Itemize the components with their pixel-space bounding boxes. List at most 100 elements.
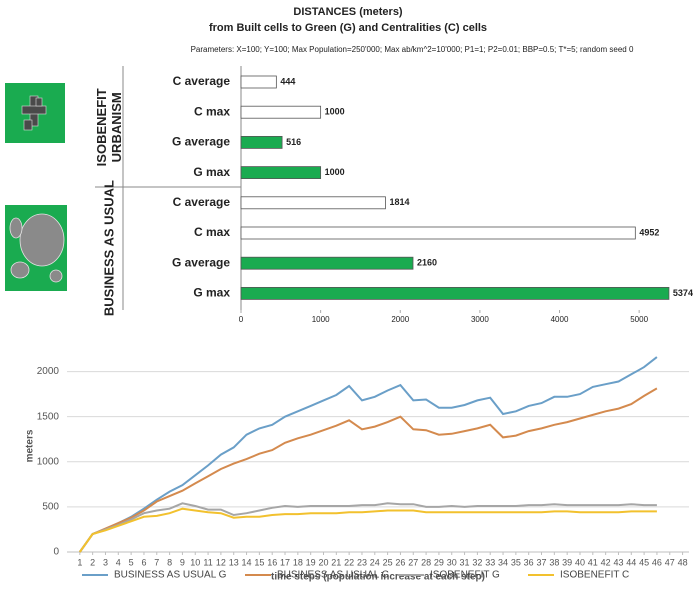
x-tick-label: 3 <box>103 557 108 567</box>
x-tick-label: 5000 <box>630 315 648 324</box>
x-tick-label: 25 <box>383 557 393 567</box>
x-tick-label: 20 <box>318 557 328 567</box>
x-tick-label: 11 <box>203 557 212 567</box>
x-tick-label: 45 <box>639 557 649 567</box>
x-tick-label: 26 <box>395 557 405 567</box>
value-label: 516 <box>286 137 301 147</box>
x-tick-label: 39 <box>562 557 572 567</box>
bar <box>240 256 414 270</box>
x-tick-label: 35 <box>511 557 521 567</box>
y-axis-label: meters <box>25 429 36 462</box>
x-tick-label: 9 <box>180 557 185 567</box>
x-tick-label: 21 <box>331 557 341 567</box>
x-tick-label: 4000 <box>551 315 569 324</box>
x-tick-label: 30 <box>447 557 457 567</box>
x-tick-label: 29 <box>434 557 444 567</box>
category-label: G max <box>193 165 230 179</box>
legend-label: BUSINESS AS USUAL C <box>277 570 389 581</box>
category-label: C max <box>194 104 230 118</box>
x-tick-label: 4 <box>116 557 121 567</box>
category-label: C max <box>194 225 230 239</box>
x-tick-label: 2 <box>90 557 95 567</box>
x-tick-label: 1 <box>77 557 82 567</box>
legend-label: BUSINESS AS USUAL G <box>114 570 227 581</box>
x-tick-label: 2000 <box>391 315 409 324</box>
category-label: G max <box>193 286 230 300</box>
series-line <box>78 507 657 553</box>
x-tick-label: 13 <box>229 557 239 567</box>
x-tick-label: 1000 <box>312 315 330 324</box>
x-tick-label: 43 <box>613 557 623 567</box>
bar <box>240 75 277 89</box>
x-tick-label: 37 <box>537 557 547 567</box>
x-tick-label: 46 <box>652 557 662 567</box>
x-tick-label: 27 <box>408 557 418 567</box>
category-label: G average <box>172 135 230 149</box>
x-tick-label: 38 <box>549 557 559 567</box>
x-tick-label: 8 <box>167 557 172 567</box>
value-label: 4952 <box>639 227 659 237</box>
x-tick-label: 16 <box>267 557 277 567</box>
x-tick-label: 34 <box>498 557 508 567</box>
y-tick-label: 1000 <box>37 456 60 467</box>
category-label: C average <box>173 74 231 88</box>
value-label: 1000 <box>325 107 345 117</box>
y-tick-label: 500 <box>42 502 59 513</box>
x-tick-label: 12 <box>216 557 226 567</box>
bar <box>240 196 386 210</box>
x-tick-label: 33 <box>485 557 495 567</box>
x-tick-label: 0 <box>239 315 244 324</box>
x-tick-label: 10 <box>190 557 200 567</box>
map-thumbnail <box>5 83 65 143</box>
bar <box>240 135 283 149</box>
y-tick-label: 1500 <box>37 411 60 422</box>
x-tick-label: 6 <box>141 557 146 567</box>
x-tick-label: 24 <box>370 557 380 567</box>
value-label: 444 <box>280 76 295 86</box>
y-tick-label: 2000 <box>37 366 60 377</box>
series-line <box>78 502 657 553</box>
map-thumbnail <box>5 205 67 291</box>
x-tick-label: 40 <box>575 557 585 567</box>
x-tick-label: 31 <box>460 557 470 567</box>
category-label: G average <box>172 255 230 269</box>
category-label: C average <box>173 195 231 209</box>
x-axis-label: time steps (population increase at each … <box>271 572 485 583</box>
x-tick-label: 32 <box>472 557 482 567</box>
x-tick-label: 14 <box>242 557 252 567</box>
x-tick-label: 22 <box>344 557 354 567</box>
x-tick-label: 17 <box>280 557 290 567</box>
legend-label: ISOBENEFIT C <box>560 570 629 581</box>
series-line <box>78 356 658 553</box>
bar <box>240 105 322 119</box>
chart-subtitle: from Built cells to Green (G) and Centra… <box>209 22 487 34</box>
value-label: 1814 <box>389 197 409 207</box>
chart-title: DISTANCES (meters) <box>293 6 403 18</box>
x-tick-label: 3000 <box>471 315 489 324</box>
x-tick-label: 47 <box>665 557 675 567</box>
x-tick-label: 23 <box>357 557 367 567</box>
x-tick-label: 42 <box>601 557 611 567</box>
series-line <box>78 387 658 553</box>
x-tick-label: 48 <box>678 557 688 567</box>
group-label: ISOBENEFIT <box>94 88 109 166</box>
x-tick-label: 41 <box>588 557 598 567</box>
group-label: URBANISM <box>109 92 124 162</box>
x-tick-label: 19 <box>306 557 316 567</box>
x-tick-label: 18 <box>293 557 303 567</box>
x-tick-label: 44 <box>626 557 636 567</box>
value-label: 5374 <box>673 288 693 298</box>
x-tick-label: 36 <box>524 557 534 567</box>
x-tick-label: 7 <box>154 557 159 567</box>
x-tick-label: 5 <box>129 557 134 567</box>
bar <box>240 286 670 300</box>
value-label: 1000 <box>325 167 345 177</box>
group-label: BUSINESS AS USUAL <box>101 180 116 316</box>
value-label: 2160 <box>417 258 437 268</box>
legend-label: ISOBENEFIT G <box>430 570 500 581</box>
parameters-note: Parameters: X=100; Y=100; Max Population… <box>191 45 634 54</box>
x-tick-label: 15 <box>254 557 264 567</box>
y-tick-label: 0 <box>53 547 59 558</box>
